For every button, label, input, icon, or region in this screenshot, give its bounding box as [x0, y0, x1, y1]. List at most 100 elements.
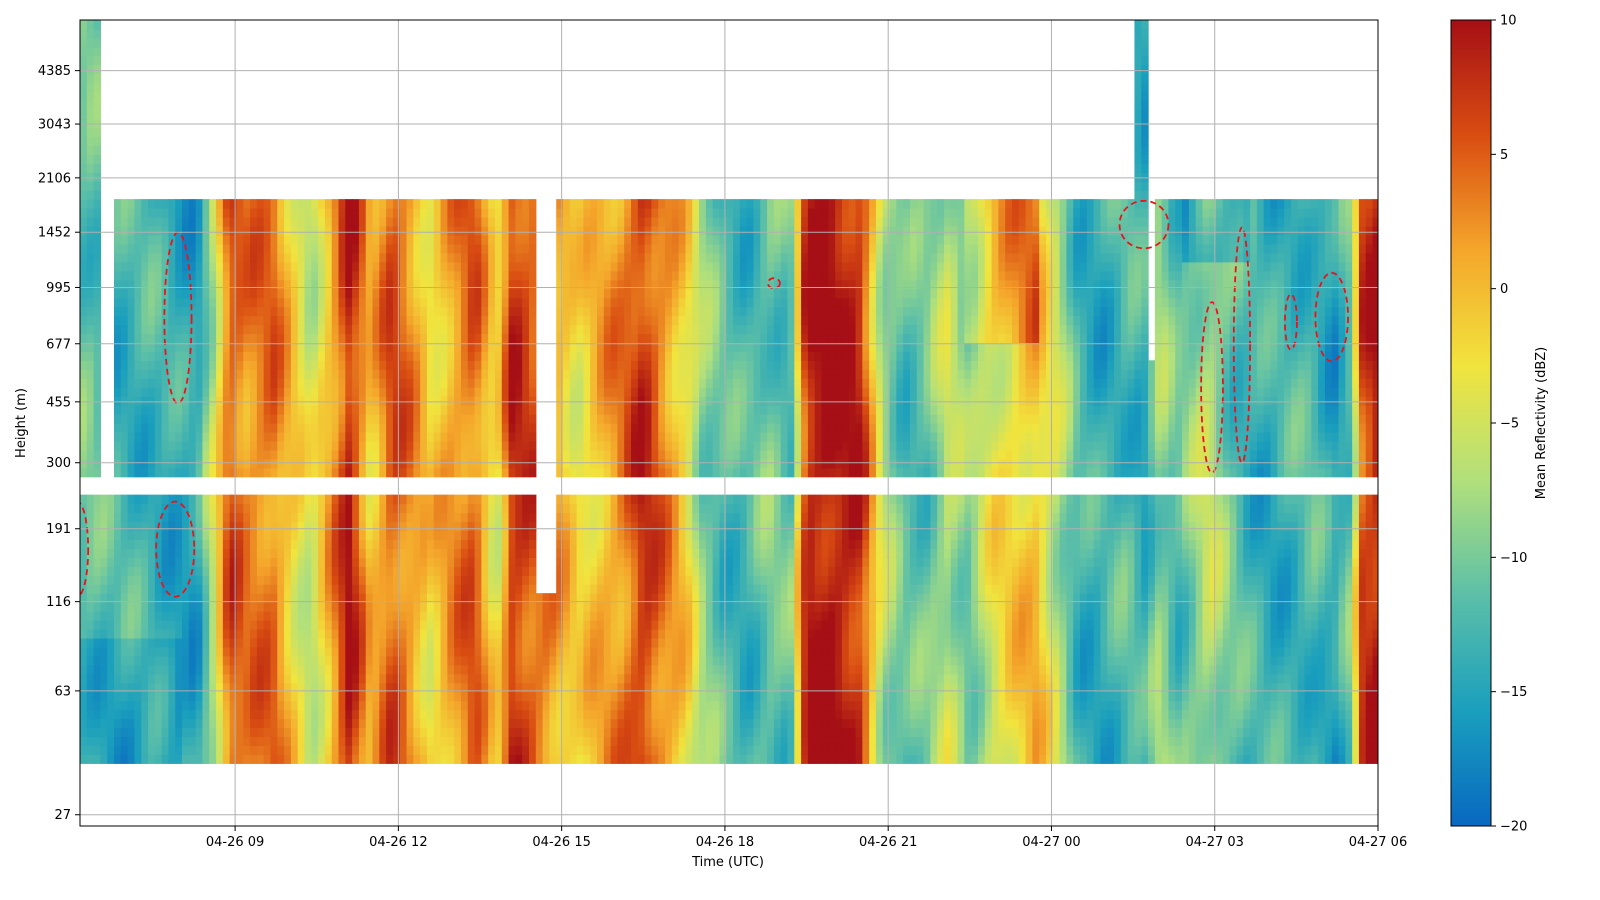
heatmap-cell: [590, 539, 598, 549]
heatmap-cell: [120, 521, 129, 532]
heatmap-cell: [311, 557, 319, 567]
heatmap-cell: [297, 261, 306, 272]
heatmap-cell: [324, 315, 333, 326]
heatmap-cell: [338, 243, 346, 254]
heatmap-cell: [494, 315, 503, 326]
heatmap-cell: [515, 637, 523, 648]
heatmap-cell: [80, 593, 88, 603]
heatmap-cell: [358, 217, 367, 227]
heatmap-cell: [535, 620, 544, 630]
heatmap-cell: [413, 324, 421, 335]
heatmap-cell: [644, 512, 653, 523]
heatmap-cell: [304, 351, 312, 361]
heatmap-cell: [182, 458, 190, 469]
heatmap-cell: [324, 646, 333, 657]
heatmap-cell: [474, 270, 482, 281]
heatmap-cell: [460, 637, 469, 648]
heatmap-cell: [631, 718, 639, 729]
heatmap-cell: [447, 261, 455, 272]
heatmap-cell: [556, 414, 564, 424]
heatmap-cell: [277, 628, 285, 639]
heatmap-cell: [256, 306, 265, 317]
heatmap-cell: [447, 440, 455, 451]
heatmap-cell: [270, 225, 278, 236]
heatmap-cell: [563, 414, 571, 424]
heatmap-cell: [379, 521, 387, 532]
heatmap-cell: [494, 208, 503, 218]
heatmap-cell: [324, 467, 333, 478]
heatmap-cell: [236, 225, 244, 236]
heatmap-cell: [263, 217, 272, 227]
heatmap-cell: [644, 449, 653, 460]
heatmap-cell: [256, 548, 265, 558]
heatmap-cell: [508, 261, 516, 272]
heatmap-cell: [576, 539, 585, 549]
heatmap-cell: [440, 306, 448, 317]
heatmap-cell: [236, 548, 244, 558]
heatmap-cell: [182, 655, 190, 666]
heatmap-cell: [331, 611, 340, 621]
heatmap-cell: [392, 208, 401, 218]
heatmap-cell: [148, 279, 156, 290]
heatmap-cell: [488, 566, 496, 576]
heatmap-cell: [481, 521, 489, 532]
heatmap-cell: [114, 745, 122, 755]
heatmap-cell: [243, 521, 251, 532]
heatmap-cell: [583, 217, 591, 227]
heatmap-cell: [386, 333, 394, 343]
heatmap-cell: [86, 154, 95, 164]
heatmap-cell: [284, 360, 292, 370]
heatmap-cell: [494, 700, 503, 711]
heatmap-cell: [590, 199, 598, 209]
heatmap-cell: [250, 637, 258, 648]
heatmap-cell: [80, 691, 88, 702]
heatmap-cell: [576, 414, 585, 424]
heatmap-cell: [617, 745, 625, 755]
heatmap-cell: [86, 539, 95, 549]
heatmap-cell: [168, 718, 176, 729]
heatmap-cell: [392, 637, 401, 648]
heatmap-cell: [127, 324, 136, 335]
heatmap-cell: [576, 593, 585, 603]
heatmap-cell: [379, 396, 387, 406]
heatmap-cell: [114, 342, 122, 352]
heatmap-cell: [148, 548, 156, 558]
heatmap-cell: [386, 396, 394, 406]
heatmap-cell: [114, 718, 122, 729]
heatmap-cell: [569, 593, 578, 603]
heatmap-cell: [426, 217, 435, 227]
heatmap-cell: [352, 369, 360, 379]
heatmap-cell: [617, 360, 625, 370]
heatmap-cell: [216, 628, 224, 639]
heatmap-cell: [590, 602, 598, 612]
heatmap-cell: [379, 566, 387, 576]
heatmap-cell: [345, 530, 353, 541]
heatmap-cell: [243, 754, 251, 764]
heatmap-cell: [324, 584, 333, 594]
heatmap-cell: [501, 261, 510, 272]
heatmap-cell: [386, 575, 394, 585]
heatmap-cell: [93, 208, 102, 218]
heatmap-cell: [590, 691, 598, 702]
heatmap-cell: [508, 423, 516, 433]
heatmap-cell: [297, 396, 306, 406]
heatmap-cell: [311, 521, 319, 532]
heatmap-cell: [134, 512, 142, 523]
heatmap-cell: [603, 637, 612, 648]
heatmap-cell: [168, 369, 176, 379]
heatmap-cell: [481, 682, 489, 693]
heatmap-cell: [229, 342, 238, 352]
heatmap-cell: [188, 467, 197, 478]
heatmap-cell: [481, 458, 489, 469]
heatmap-cell: [379, 449, 387, 460]
heatmap-cell: [590, 297, 598, 308]
heatmap-cell: [603, 225, 612, 236]
heatmap-cell: [209, 279, 217, 290]
heatmap-cell: [467, 745, 476, 755]
heatmap-cell: [80, 136, 88, 146]
heatmap-cell: [161, 620, 170, 630]
heatmap-cell: [644, 396, 653, 406]
heatmap-cell: [120, 539, 129, 549]
heatmap-cell: [358, 279, 367, 290]
heatmap-cell: [338, 351, 346, 361]
